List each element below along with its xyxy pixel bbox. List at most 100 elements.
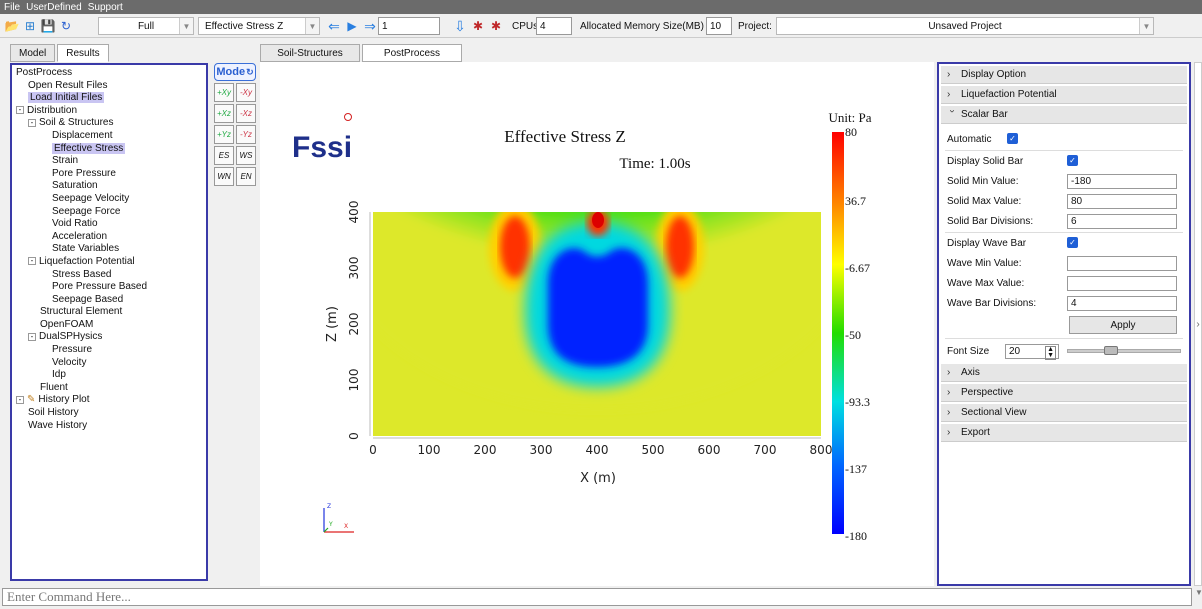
tree-item[interactable]: Saturation bbox=[12, 180, 206, 193]
solid-min-input[interactable]: -180 bbox=[1067, 174, 1177, 189]
import-icon[interactable]: ⊞ bbox=[24, 19, 36, 33]
tree-item[interactable]: Void Ratio bbox=[12, 218, 206, 231]
section-label: Axis bbox=[961, 367, 980, 378]
export-icons: ⇩ ✱ ✱ bbox=[452, 17, 506, 35]
automatic-checkbox[interactable]: ✓ bbox=[1007, 133, 1018, 144]
view-direction-button[interactable]: -Xy bbox=[236, 83, 256, 102]
chevron-down-icon[interactable]: ▼ bbox=[1195, 588, 1202, 597]
tree-item[interactable]: OpenFOAM bbox=[12, 319, 206, 332]
display-solid-bar-checkbox[interactable]: ✓ bbox=[1067, 155, 1078, 166]
previous-arrow-icon[interactable]: ⇐ bbox=[328, 17, 340, 34]
apply-button[interactable]: Apply bbox=[1069, 316, 1177, 334]
solid-max-input[interactable]: 80 bbox=[1067, 194, 1177, 209]
tree-item[interactable]: - Distribution bbox=[12, 105, 206, 118]
view-tab-bar: Soil-Structures PostProcess bbox=[260, 44, 464, 62]
tree-item[interactable]: Strain bbox=[12, 155, 206, 168]
menu-file[interactable]: File bbox=[4, 1, 21, 13]
panel-collapse-handle[interactable]: › bbox=[1194, 62, 1202, 586]
tree-item[interactable]: State Variables bbox=[12, 243, 206, 256]
menu-support[interactable]: Support bbox=[87, 1, 123, 13]
play-icon[interactable]: ▶ bbox=[347, 19, 357, 33]
tree-item[interactable]: Pore Pressure Based bbox=[12, 281, 206, 294]
download-icon[interactable]: ⇩ bbox=[454, 17, 466, 34]
tree-item[interactable]: Velocity bbox=[12, 357, 206, 370]
spin-arrows-icon[interactable]: ▲ ▼ bbox=[1045, 346, 1056, 360]
section-sectional-view[interactable]: › Sectional View bbox=[941, 404, 1187, 422]
section-perspective[interactable]: › Perspective bbox=[941, 384, 1187, 402]
tree-item[interactable]: - DualSPHysics bbox=[12, 331, 206, 344]
tree-item[interactable]: PostProcess bbox=[12, 67, 206, 80]
tab-postprocess[interactable]: PostProcess bbox=[362, 44, 462, 62]
tree-item[interactable]: Structural Element bbox=[12, 306, 206, 319]
network-settings-icon[interactable]: ✱ bbox=[490, 19, 502, 33]
view-direction-button[interactable]: +Yz bbox=[214, 125, 234, 144]
tree-item[interactable]: Acceleration bbox=[12, 231, 206, 244]
tree-item[interactable]: Displacement bbox=[12, 130, 206, 143]
tree-item[interactable]: Seepage Velocity bbox=[12, 193, 206, 206]
wave-divisions-input[interactable]: 4 bbox=[1067, 296, 1177, 311]
font-size-spinbox[interactable]: 20 ▲ ▼ bbox=[1005, 344, 1059, 360]
step-input[interactable]: 1 bbox=[378, 17, 440, 35]
solid-divisions-input[interactable]: 6 bbox=[1067, 214, 1177, 229]
refresh-icon[interactable]: ↻ bbox=[60, 19, 72, 33]
network-icon[interactable]: ✱ bbox=[472, 19, 484, 33]
slider-handle[interactable] bbox=[1104, 346, 1118, 355]
section-axis[interactable]: › Axis bbox=[941, 364, 1187, 382]
section-display-option[interactable]: › Display Option bbox=[941, 66, 1187, 84]
section-export[interactable]: › Export bbox=[941, 424, 1187, 442]
view-direction-button[interactable]: EN bbox=[236, 167, 256, 186]
collapse-toggle-icon[interactable]: - bbox=[28, 257, 36, 266]
tab-soil-structures[interactable]: Soil-Structures bbox=[260, 44, 360, 62]
open-folder-icon[interactable]: 📂 bbox=[4, 19, 20, 33]
tree-item[interactable]: Fluent bbox=[12, 382, 206, 395]
font-size-slider[interactable] bbox=[1067, 346, 1181, 355]
cpus-input[interactable]: 4 bbox=[536, 17, 572, 35]
field-select[interactable]: Effective Stress Z ▼ bbox=[198, 17, 320, 35]
collapse-toggle-icon[interactable]: - bbox=[28, 332, 36, 341]
view-direction-button[interactable]: WS bbox=[236, 146, 256, 165]
display-wave-bar-checkbox[interactable]: ✓ bbox=[1067, 237, 1078, 248]
save-icon[interactable]: 💾 bbox=[40, 19, 56, 33]
tree-item[interactable]: - ✎ History Plot bbox=[12, 394, 206, 407]
mode-button[interactable]: Mode ↻ bbox=[214, 63, 256, 81]
view-direction-button[interactable]: +Xy bbox=[214, 83, 234, 102]
tree-item[interactable]: Effective Stress bbox=[12, 142, 206, 156]
collapse-toggle-icon[interactable]: - bbox=[16, 395, 24, 404]
next-arrow-icon[interactable]: ⇒ bbox=[364, 17, 376, 34]
render-viewport[interactable]: Fssi Effective Stress Z Time: 1.00s Unit… bbox=[260, 62, 934, 586]
memory-input[interactable]: 10 bbox=[706, 17, 732, 35]
tree-item[interactable]: Wave History bbox=[12, 420, 206, 433]
command-input[interactable]: Enter Command Here... bbox=[2, 588, 1192, 606]
tree-item[interactable]: Open Result Files bbox=[12, 80, 206, 93]
view-direction-button[interactable]: WN bbox=[214, 167, 234, 186]
section-liquefaction-potential[interactable]: › Liquefaction Potential bbox=[941, 86, 1187, 104]
tree-item[interactable]: Stress Based bbox=[12, 269, 206, 282]
section-scalar-bar[interactable]: › Scalar Bar bbox=[941, 106, 1187, 124]
collapse-toggle-icon[interactable]: - bbox=[16, 106, 24, 115]
menu-userdefined[interactable]: UserDefined bbox=[26, 1, 82, 13]
view-mode-select[interactable]: Full ▼ bbox=[98, 17, 194, 35]
tab-model[interactable]: Model bbox=[10, 44, 56, 62]
project-select[interactable]: Unsaved Project ▼ bbox=[776, 17, 1154, 35]
tree-item-label: DualSPHysics bbox=[39, 331, 103, 343]
field-value: Effective Stress Z bbox=[205, 20, 284, 32]
tab-results[interactable]: Results bbox=[57, 44, 109, 62]
y-tick-label: 300 bbox=[347, 257, 361, 280]
view-direction-button[interactable]: -Xz bbox=[236, 104, 256, 123]
view-direction-button[interactable]: -Yz bbox=[236, 125, 256, 144]
colorbar-label: -137 bbox=[845, 462, 867, 476]
tree-item[interactable]: - Soil & Structures bbox=[12, 117, 206, 130]
tree-item[interactable]: Pore Pressure bbox=[12, 168, 206, 181]
tree-item[interactable]: Idp bbox=[12, 369, 206, 382]
wave-max-input[interactable] bbox=[1067, 276, 1177, 291]
tree-item[interactable]: Pressure bbox=[12, 344, 206, 357]
tree-item[interactable]: Seepage Force bbox=[12, 206, 206, 219]
view-direction-button[interactable]: ES bbox=[214, 146, 234, 165]
wave-min-input[interactable] bbox=[1067, 256, 1177, 271]
tree-item[interactable]: Load Initial Files bbox=[12, 92, 206, 105]
collapse-toggle-icon[interactable]: - bbox=[28, 118, 36, 127]
tree-item[interactable]: Seepage Based bbox=[12, 294, 206, 307]
view-direction-button[interactable]: +Xz bbox=[214, 104, 234, 123]
tree-item[interactable]: - Liquefaction Potential bbox=[12, 256, 206, 269]
tree-item[interactable]: Soil History bbox=[12, 407, 206, 420]
